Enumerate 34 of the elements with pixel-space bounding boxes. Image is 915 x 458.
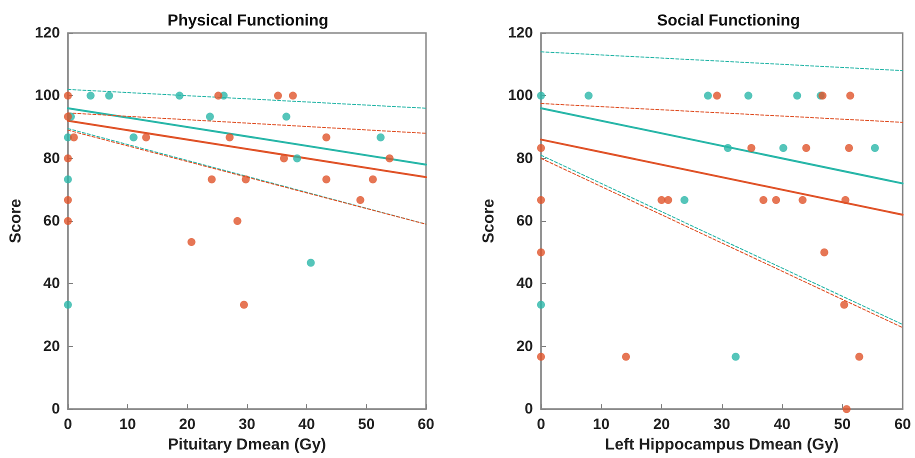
y-tick-label: 60 bbox=[43, 212, 60, 230]
y-tick-label: 120 bbox=[508, 24, 533, 42]
x-tick-label: 40 bbox=[774, 416, 790, 434]
x-axis-title: Pituitary Dmean (Gy) bbox=[168, 436, 326, 454]
x-tick-label: 10 bbox=[119, 416, 136, 434]
x-tick-label: 10 bbox=[592, 416, 610, 434]
y-axis-title: Score bbox=[480, 198, 498, 244]
y-tick-label: 80 bbox=[43, 150, 60, 167]
x-axis-title: Left Hippocampus Dmean (Gy) bbox=[604, 436, 839, 454]
x-tick-label: 0 bbox=[536, 416, 546, 434]
x-tick-label: 20 bbox=[653, 416, 670, 434]
x-tick-label: 20 bbox=[178, 416, 196, 434]
x-tick-label: 30 bbox=[713, 416, 730, 434]
x-tick-label: 60 bbox=[894, 416, 911, 434]
y-axis-title: Score bbox=[8, 198, 24, 244]
y-tick-label: 120 bbox=[34, 24, 60, 42]
y-tick-label: 100 bbox=[508, 87, 533, 104]
y-tick-label: 20 bbox=[43, 338, 60, 355]
y-tick-label: 100 bbox=[34, 87, 60, 104]
y-tick-label: 60 bbox=[516, 212, 533, 230]
chart-title: Social Functioning bbox=[656, 12, 800, 30]
x-tick-label: 40 bbox=[298, 416, 315, 434]
chart-title: Physical Functioning bbox=[168, 12, 328, 30]
y-tick-label: 40 bbox=[43, 275, 60, 292]
x-tick-label: 30 bbox=[238, 416, 256, 434]
x-tick-label: 60 bbox=[418, 416, 434, 434]
y-tick-label: 0 bbox=[52, 400, 60, 418]
y-tick-label: 40 bbox=[516, 275, 533, 292]
y-tick-label: 0 bbox=[524, 400, 533, 418]
y-tick-label: 20 bbox=[516, 338, 533, 355]
x-tick-label: 50 bbox=[834, 416, 851, 434]
y-tick-label: 80 bbox=[516, 150, 533, 167]
x-tick-label: 50 bbox=[358, 416, 375, 434]
x-tick-label: 0 bbox=[64, 416, 72, 434]
